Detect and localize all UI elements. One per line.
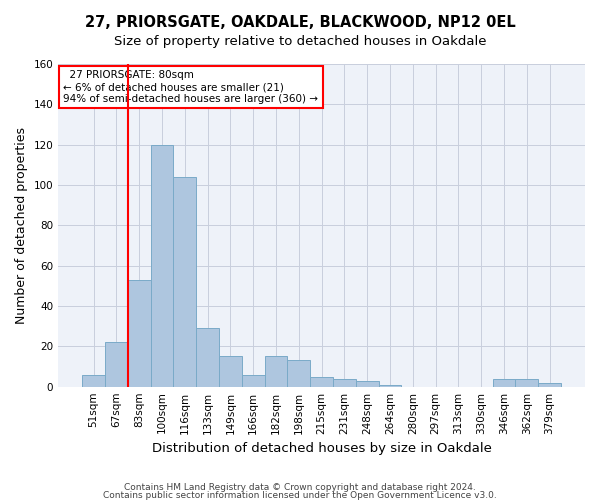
Bar: [538, 382, 561, 386]
Bar: [515, 378, 538, 386]
Bar: [82, 374, 105, 386]
Bar: [219, 356, 242, 386]
Bar: [242, 374, 265, 386]
Bar: [265, 356, 287, 386]
Bar: [379, 384, 401, 386]
Bar: [128, 280, 151, 386]
Bar: [151, 144, 173, 386]
Text: Contains HM Land Registry data © Crown copyright and database right 2024.: Contains HM Land Registry data © Crown c…: [124, 483, 476, 492]
Text: 27 PRIORSGATE: 80sqm  
← 6% of detached houses are smaller (21)
94% of semi-deta: 27 PRIORSGATE: 80sqm ← 6% of detached ho…: [64, 70, 319, 104]
Bar: [105, 342, 128, 386]
Bar: [493, 378, 515, 386]
Bar: [333, 378, 356, 386]
Bar: [287, 360, 310, 386]
Bar: [173, 177, 196, 386]
Text: 27, PRIORSGATE, OAKDALE, BLACKWOOD, NP12 0EL: 27, PRIORSGATE, OAKDALE, BLACKWOOD, NP12…: [85, 15, 515, 30]
Bar: [196, 328, 219, 386]
X-axis label: Distribution of detached houses by size in Oakdale: Distribution of detached houses by size …: [152, 442, 491, 455]
Y-axis label: Number of detached properties: Number of detached properties: [15, 127, 28, 324]
Bar: [356, 380, 379, 386]
Bar: [310, 376, 333, 386]
Text: Size of property relative to detached houses in Oakdale: Size of property relative to detached ho…: [114, 35, 486, 48]
Text: Contains public sector information licensed under the Open Government Licence v3: Contains public sector information licen…: [103, 490, 497, 500]
